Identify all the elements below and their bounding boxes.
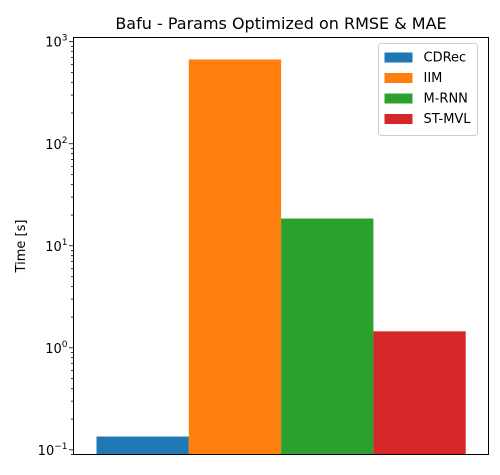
bar-cdrec — [96, 436, 189, 455]
legend-entry: CDRec — [424, 51, 467, 66]
legend-swatch — [384, 73, 413, 83]
legend-entry: IIM — [424, 71, 443, 86]
y-tick-label: 10−1 — [38, 442, 68, 459]
bar-m-rnn — [281, 218, 374, 455]
legend-box — [378, 43, 478, 136]
legend-entry: M-RNN — [424, 92, 468, 107]
y-tick-label: 100 — [45, 340, 68, 357]
bar-st-mvl — [373, 331, 466, 455]
y-tick-label: 102 — [45, 136, 67, 153]
plot-area — [96, 59, 466, 455]
legend-entry: ST-MVL — [424, 112, 472, 127]
y-axis-ticks: 10−1 100 101 102 103 — [38, 34, 74, 459]
bar-iim — [188, 59, 282, 455]
y-axis-label: Time [s] — [14, 220, 29, 274]
legend-swatch — [384, 52, 413, 63]
legend-swatch — [384, 93, 413, 104]
y-tick-label: 103 — [45, 34, 67, 51]
y-tick-label: 101 — [45, 238, 67, 255]
chart-title: Bafu - Params Optimized on RMSE & MAE — [115, 14, 446, 33]
legend: CDRec IIM M-RNN ST-MVL — [378, 43, 478, 136]
legend-swatch — [384, 114, 413, 124]
